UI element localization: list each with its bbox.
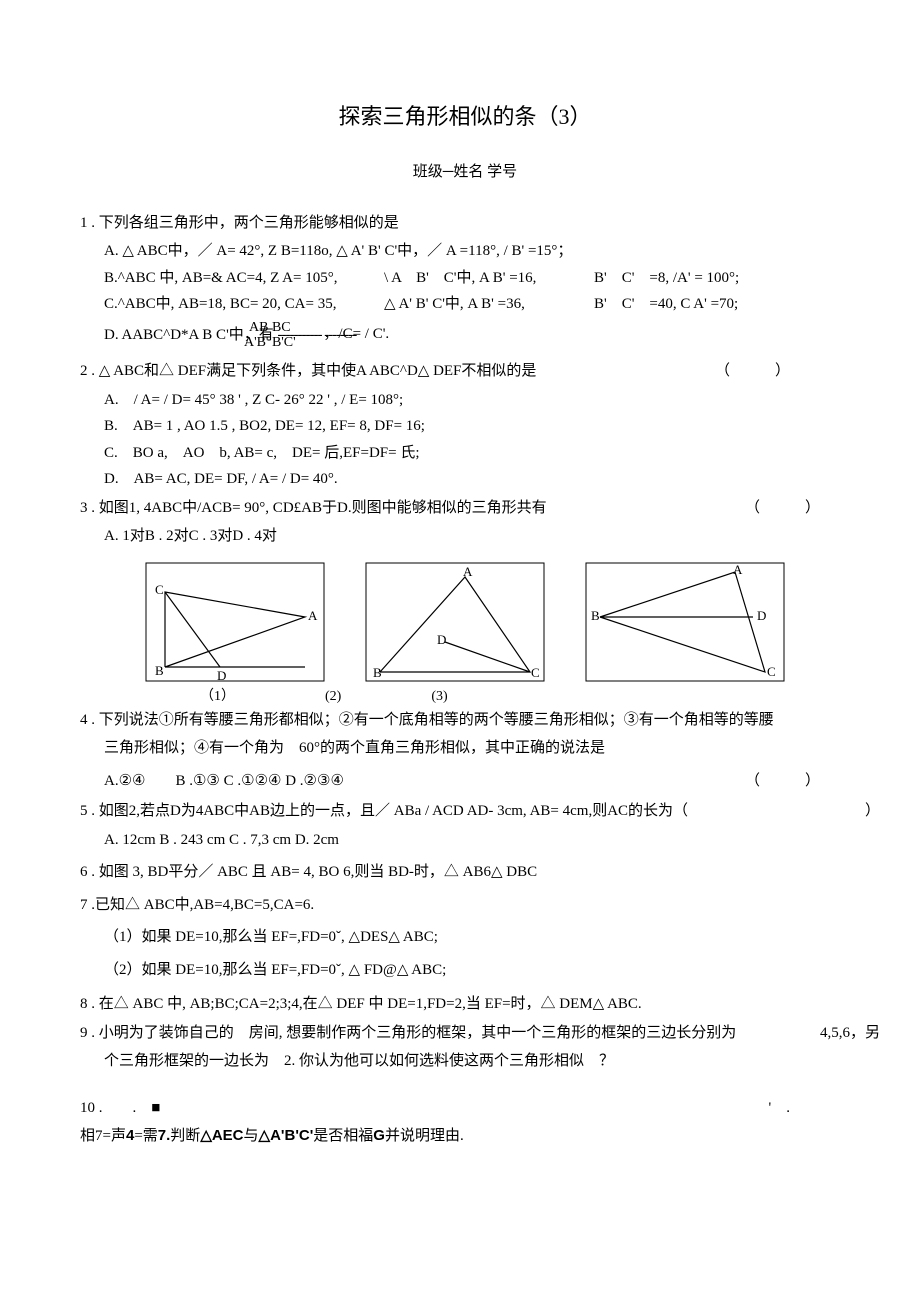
q1-d-den: A'B' B'C' (240, 335, 300, 350)
q10-a: 10 . . ■ (80, 1100, 160, 1116)
q6: 6 . 如图 3, BD平分／ ABC 且 AB= 4, BO 6,则当 BD-… (80, 861, 850, 884)
q7-b: （2）如果 DE=10,那么当 EF=,FD=0ˇ, △ FD@△ ABC; (80, 959, 850, 982)
q5-stem-text: 5 . 如图2,若点D为4ABC中AB边上的一点，且／ ABa / ACD AD… (80, 803, 688, 819)
fig-label-3: (3) (431, 686, 447, 707)
paren-icon: （ ） (745, 770, 820, 793)
q7-a: （1）如果 DE=10,那么当 EF=,FD=0ˇ, △DES△ ABC; (80, 926, 850, 949)
q9-l1-text: 9 . 小明为了装饰自己的 房间, 想要制作两个三角形的框架，其中一个三角形的框… (80, 1025, 736, 1041)
q2-opt-c: C. BO a, AO b, AB= c, DE= 后,EF=DF= 氏; (80, 442, 850, 465)
sub-title: 班级─姓名 学号 (80, 161, 850, 184)
figure-3: A B D C (585, 562, 785, 682)
figure-1: C A B D (145, 562, 325, 682)
svg-text:D: D (437, 632, 446, 647)
paren-icon: （ ） (715, 360, 790, 383)
svg-text:D: D (217, 668, 226, 682)
q2-opt-b: B. AB= 1 , AO 1.5 , BO2, DE= 12, EF= 8, … (80, 415, 850, 438)
q10-b: ' . (769, 1097, 790, 1120)
q8: 8 . 在△ ABC 中, AB;BC;CA=2;3;4,在△ DEF 中 DE… (80, 993, 850, 1016)
q1-b-3: B' C' =8, /A' = 100°; (594, 267, 739, 290)
q10: 10 . . ■ ' . (80, 1097, 850, 1120)
q1-c-3: B' C' =40, C A' =70; (594, 293, 738, 316)
q1-opt-d: D. AABC^D*A B C'中，有 ----------- --------… (80, 320, 850, 351)
q1-b-1: B.^ABC 中, AB=& AC=4, Z A= 105°, (104, 267, 384, 290)
svg-text:B: B (373, 665, 382, 680)
fig-label-2: (2) (325, 686, 341, 707)
figure-2: A D B C (365, 562, 545, 682)
svg-text:B: B (155, 663, 164, 678)
q1-a-pre: A. (104, 243, 122, 259)
q2-opt-a: A. / A= / D= 45° 38 ' , Z C- 26° 22 ' , … (80, 389, 850, 412)
svg-text:A: A (308, 608, 318, 623)
q2-opt-d: D. AB= AC, DE= DF, / A= / D= 40°. (80, 468, 850, 491)
q2-stem-text: 2 . △ ABC和△ DEF满足下列条件，其中使A ABC^D△ DEF不相似… (80, 363, 536, 379)
q3-opts: A. 1对B . 2对C . 3对D . 4对 (80, 525, 850, 548)
q1-opt-b: B.^ABC 中, AB=& AC=4, Z A= 105°, \ A B' C… (80, 267, 850, 290)
q9-l2: 个三角形框架的一边长为 2. 你认为他可以如何选料使这两个三角形相似 ？ (80, 1050, 850, 1073)
q4-l1: 4 . 下列说法①所有等腰三角形都相似；②有一个底角相等的两个等腰三角形相似；③… (80, 709, 850, 732)
figure-labels: （1） (2) (3) (200, 686, 640, 707)
q5-opts: A. 12cm B . 243 cm C . 7,3 cm D. 2cm (80, 829, 850, 852)
q3-stem: 3 . 如图1, 4ABC中/ACB= 90°, CD£AB于D.则图中能够相似… (80, 497, 850, 520)
paren-icon: （ ） (745, 497, 820, 520)
svg-text:B: B (591, 608, 600, 623)
svg-text:C: C (155, 582, 164, 597)
page-title: 探索三角形相似的条（3） (80, 100, 850, 133)
q1-a-text: △ ABC中，／ A= 42°, Z B=118o, △ A' B' C'中，／… (122, 243, 572, 259)
q2-stem: 2 . △ ABC和△ DEF满足下列条件，其中使A ABC^D△ DEF不相似… (80, 360, 850, 383)
q1-opt-a: A. △ ABC中，／ A= 42°, Z B=118o, △ A' B' C'… (80, 240, 850, 263)
q1-opt-c: C.^ABC中, AB=18, BC= 20, CA= 35, △ A' B' … (80, 293, 850, 316)
q1-c-1: C.^ABC中, AB=18, BC= 20, CA= 35, (104, 293, 384, 316)
svg-text:A: A (463, 564, 473, 579)
figures-row: C A B D A D B C A B D C (80, 562, 850, 682)
q4-opts-text: A.②④ B .①③ C .①②④ D .②③④ (104, 773, 344, 789)
q1-d-num: AB BC (240, 320, 300, 335)
q1-c-2: △ A' B' C'中, A B' =36, (384, 293, 594, 316)
q7-stem: 7 .已知△ ABC中,AB=4,BC=5,CA=6. (80, 894, 850, 917)
q9-l1b: 4,5,6，另 (820, 1022, 880, 1045)
fig-label-1: （1） (200, 686, 235, 707)
q4-opts: A.②④ B .①③ C .①②④ D .②③④ （ ） (80, 770, 850, 793)
svg-text:C: C (767, 664, 776, 679)
q3-stem-text: 3 . 如图1, 4ABC中/ACB= 90°, CD£AB于D.则图中能够相似… (80, 500, 547, 516)
q1-stem: 1 . 下列各组三角形中，两个三角形能够相似的是 (80, 212, 850, 235)
q1-b-2: \ A B' C'中, A B' =16, (384, 267, 594, 290)
q9-l1: 9 . 小明为了装饰自己的 房间, 想要制作两个三角形的框架，其中一个三角形的框… (80, 1022, 850, 1045)
q1-d-post: ，/C= / C'. (323, 326, 389, 342)
q4-l2: 三角形相似；④有一个角为 60°的两个直角三角形相似，其中正确的说法是 (80, 737, 850, 760)
q10c: 相7=声4=需7.判断△AEC与△A'B'C'是否相福G并说明理由. (80, 1125, 850, 1148)
q5-stem: 5 . 如图2,若点D为4ABC中AB边上的一点，且／ ABa / ACD AD… (80, 800, 850, 823)
svg-text:A: A (733, 562, 743, 577)
svg-text:D: D (757, 608, 766, 623)
svg-text:C: C (531, 665, 540, 680)
